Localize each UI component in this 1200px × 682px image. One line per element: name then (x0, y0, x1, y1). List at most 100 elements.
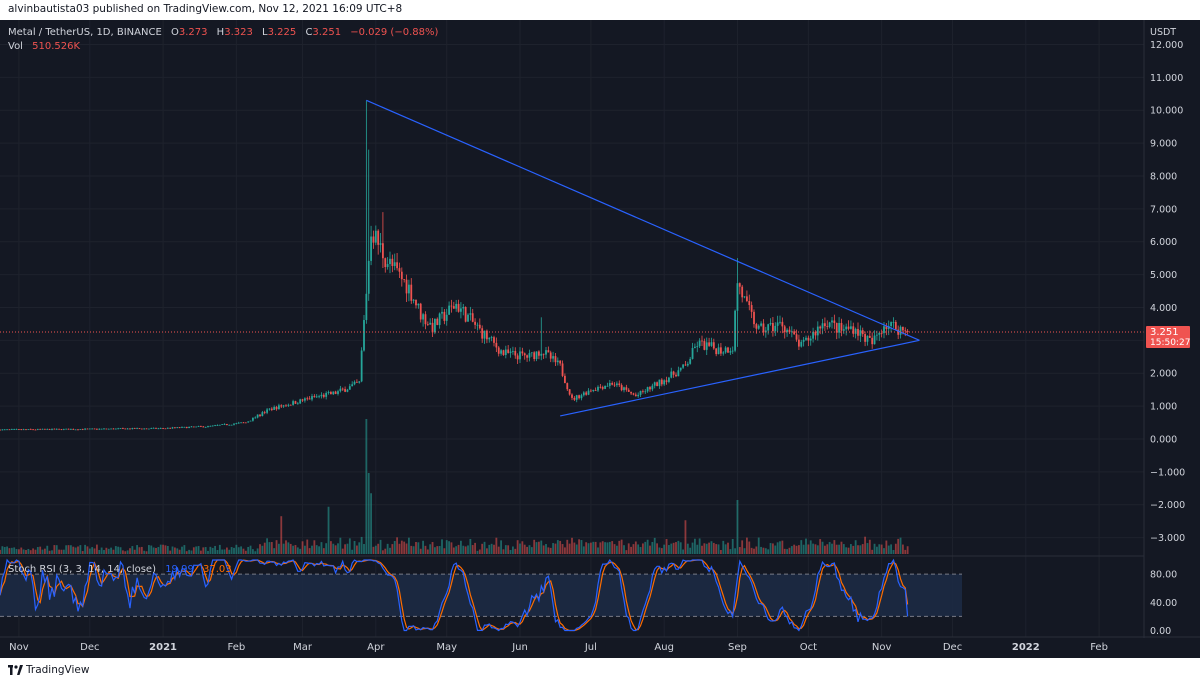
candle-body (514, 351, 517, 356)
volume-bar (0, 549, 1, 554)
price-tick-label: 7.000 (1150, 204, 1177, 215)
candle-body (396, 262, 398, 269)
volume-bar (136, 545, 138, 554)
volume-bar (270, 542, 273, 554)
candle-body (356, 381, 358, 383)
volume-bar (649, 545, 651, 554)
candle-body (630, 391, 632, 394)
volume-bar (223, 549, 226, 554)
candle-body (696, 346, 699, 347)
candle-body (348, 386, 351, 390)
candle-body (107, 428, 110, 430)
candle-body (322, 394, 325, 397)
volume-bar (405, 543, 408, 554)
candle-body (226, 423, 228, 425)
volume-bar (764, 548, 767, 554)
candle-body (233, 423, 235, 425)
candle-body (6, 429, 8, 431)
volume-bar (819, 539, 822, 554)
candle-body (221, 424, 224, 426)
candle-body (403, 279, 406, 281)
candle-body (845, 326, 848, 330)
volume-bar (152, 547, 155, 554)
candle-body (62, 428, 65, 430)
volume-bar (379, 539, 382, 554)
time-tick-label: Dec (943, 642, 962, 653)
volume-bar (790, 546, 793, 554)
candle-body (126, 428, 129, 430)
volume-bar (800, 540, 803, 554)
volume-bar (762, 547, 765, 554)
volume-bar (228, 549, 231, 554)
price-tick-label: 2.000 (1150, 369, 1177, 380)
volume-bar (708, 542, 710, 554)
candle-body (346, 389, 349, 392)
time-axis[interactable]: Nov Dec 2021 Feb Mar Apr May Jun Jul Aug Sep Oct Nov… (9, 642, 1108, 653)
candle-body (1, 429, 4, 431)
candle-body (540, 353, 543, 356)
price-chart[interactable]: 12.000 11.000 10.000 9.000 8.000 7.000 6.000 5.… (0, 20, 1200, 658)
candle-body (100, 428, 103, 430)
trendlines (366, 99, 920, 417)
volume-bar (526, 546, 528, 554)
volume-bar (606, 542, 609, 554)
volume-bar (554, 543, 557, 554)
badge-countdown: 15:50:27 (1150, 338, 1190, 348)
volume-bar (793, 544, 796, 554)
candle-body (18, 429, 20, 430)
volume-bar (658, 547, 661, 554)
candle-body (547, 350, 550, 353)
candle-body (93, 428, 96, 430)
volume-bar (393, 540, 396, 554)
candle-body (892, 321, 895, 323)
candle-body (842, 329, 845, 331)
candle-body (592, 389, 595, 392)
candle-body (488, 337, 491, 340)
volume-bar (162, 544, 164, 554)
candle-body (424, 314, 427, 325)
candle-body (838, 322, 840, 333)
volume-bar (871, 549, 874, 554)
candle-body (573, 397, 576, 400)
candle-body (263, 412, 266, 413)
volume-bar (471, 545, 474, 554)
candle-body (625, 387, 628, 390)
volume-bar (365, 419, 368, 554)
candle-body (826, 326, 829, 327)
candle-body (339, 388, 342, 392)
candle-body (906, 331, 909, 333)
volume-bar (892, 549, 895, 554)
candle-body (831, 320, 833, 323)
candle-body (731, 350, 734, 352)
volume-bar (691, 542, 694, 554)
volume-bar (114, 546, 117, 554)
volume-bar (755, 546, 758, 554)
volume-bar (183, 545, 186, 554)
volume-bar (398, 543, 401, 554)
volume-bar (514, 548, 517, 554)
time-tick-label: Feb (228, 642, 246, 653)
volume-bar (351, 549, 354, 554)
volume-bar (230, 547, 233, 554)
candle-body (634, 394, 637, 397)
candle-body (337, 391, 339, 394)
candle-body (150, 428, 153, 429)
stoch-rsi-pane[interactable]: 80.00 40.00 0.00 Stoch RSI (3, 3, 14, 14, … (0, 558, 1177, 637)
volume-bar (207, 550, 209, 554)
volume-bar (897, 538, 900, 554)
candle-body (859, 330, 862, 336)
candle-body (840, 322, 843, 331)
volume-bar (618, 540, 621, 554)
volume-bar (88, 548, 91, 554)
volume-bar (29, 550, 32, 554)
candle-body (450, 305, 453, 307)
volume-bar (786, 549, 788, 554)
candle-body (748, 301, 751, 306)
volume-bar (96, 544, 98, 554)
candle-body (710, 342, 713, 346)
candle-body (79, 429, 82, 430)
candle-body (382, 243, 384, 259)
volume-bar (861, 544, 864, 554)
volume-bar (235, 544, 238, 554)
volume-bar (133, 549, 136, 554)
